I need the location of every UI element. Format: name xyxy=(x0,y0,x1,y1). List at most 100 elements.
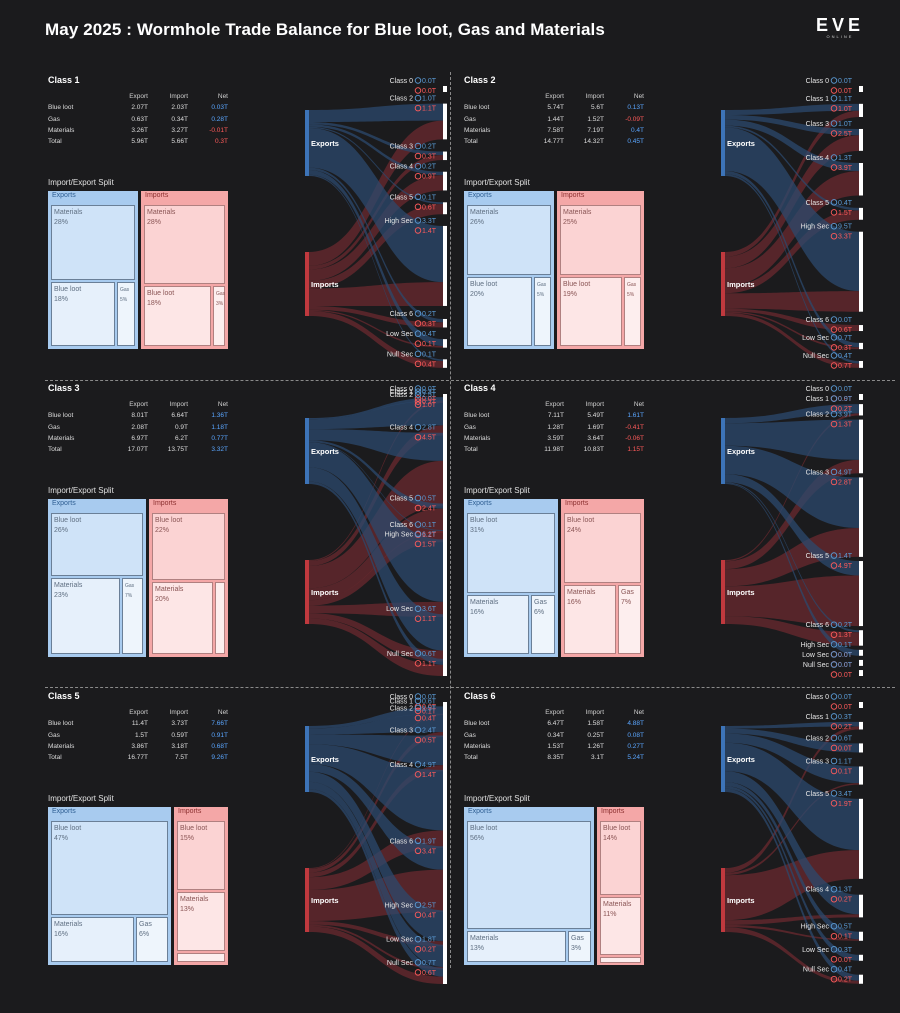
export-marker-icon xyxy=(414,761,422,768)
destination-export-value: 1.0T xyxy=(838,121,853,128)
export-flow xyxy=(725,728,859,753)
destination-name: Low Sec xyxy=(802,652,829,659)
imports-treemap: Imports Blue loot 22% Materials 20% xyxy=(149,499,228,657)
export-flow xyxy=(725,483,859,656)
logo-subtitle: ONLINE xyxy=(826,34,854,39)
import-flow xyxy=(725,616,859,646)
destination-import-value: 0.0T xyxy=(838,704,853,711)
treemap-cell-materials: Materials 16% xyxy=(467,595,529,654)
row-import: 5.66T xyxy=(171,138,188,146)
export-marker-icon xyxy=(830,651,838,658)
destination-export-value: 0.0T xyxy=(838,694,853,701)
row-label: Blue loot xyxy=(48,412,74,420)
destination-node xyxy=(443,359,447,368)
row-label: Gas xyxy=(48,115,60,123)
imports-node xyxy=(305,560,309,624)
destination-name: Class 6 xyxy=(806,317,829,324)
row-export: 11.4T xyxy=(131,720,148,728)
treemap-cell-percent: 6% xyxy=(534,609,545,616)
import-marker-icon xyxy=(414,707,422,715)
treemap-cell-label: Materials xyxy=(470,599,499,606)
export-marker-icon xyxy=(830,922,838,930)
row-net: 1.36T xyxy=(211,412,228,420)
treemap-cell-blue-loot: Blue loot 22% xyxy=(152,513,225,580)
destination-name: Class 1 xyxy=(806,714,829,721)
export-marker-icon xyxy=(414,693,422,700)
treemap-cell-percent: 56% xyxy=(470,835,485,842)
destination-name: Class 0 xyxy=(390,78,413,85)
import-marker-icon xyxy=(414,660,422,667)
destination-export-value: 1.1T xyxy=(838,758,853,765)
export-flow xyxy=(725,170,859,348)
export-marker-icon xyxy=(414,391,422,398)
destination-name: Class 2 xyxy=(390,96,413,103)
row-export: 7.58T xyxy=(547,127,564,135)
trade-table-row: Materials 7.58T 7.19T 0.4T xyxy=(464,125,644,136)
destination-name: Class 4 xyxy=(390,425,413,432)
export-flow xyxy=(309,781,443,967)
import-marker-icon xyxy=(414,714,422,722)
destination-node xyxy=(859,766,863,785)
row-export: 1.44T xyxy=(547,115,564,123)
trade-table-row: Materials 3.86T 3.18T 0.68T xyxy=(48,741,228,752)
import-marker-icon xyxy=(830,744,838,752)
destination-node xyxy=(859,954,863,961)
export-flow xyxy=(725,115,859,136)
treemap-cell-percent: 16% xyxy=(567,599,582,606)
destination-import-value: 0.1T xyxy=(422,708,437,715)
sankey-chart: Exports Imports Class 0 0.0T 0.0T Class 1 1.1T… xyxy=(721,77,863,370)
treemap-cell-label: Gas xyxy=(537,282,547,288)
destination-export-value: 3.4T xyxy=(838,791,853,798)
treemap-cell-gas: Gas 6% xyxy=(136,917,168,962)
treemap-cell-label: Blue loot xyxy=(470,517,498,524)
export-marker-icon xyxy=(414,142,422,150)
destination-export-value: 0.7T xyxy=(838,335,853,342)
destination-export-value: 0.0T xyxy=(838,317,853,324)
treemap-cell-gas xyxy=(600,957,641,963)
treemap-cell-label: Materials xyxy=(563,209,592,216)
treemap-cell-blue-loot: Blue loot 20% xyxy=(467,277,532,346)
destination-export-value: 3.6T xyxy=(422,606,437,613)
export-flow xyxy=(309,400,443,430)
row-label: Gas xyxy=(464,423,476,431)
destination-import-value: 0.4T xyxy=(422,912,437,919)
import-marker-icon xyxy=(830,800,838,807)
header-export: Export xyxy=(545,93,564,101)
import-marker-icon xyxy=(830,671,838,678)
destination-node xyxy=(443,432,447,507)
treemap-cell-percent: 13% xyxy=(470,945,485,952)
export-marker-icon xyxy=(830,641,838,648)
destination-export-value: 0.9T xyxy=(838,396,853,403)
destination-import-value: 1.1T xyxy=(422,532,437,539)
trade-table-row: Total 16.77T 7.5T 9.26T xyxy=(48,752,228,763)
row-export: 2.07T xyxy=(131,104,148,112)
destination-export-value: 1.8T xyxy=(422,937,437,944)
imports-node xyxy=(721,560,725,624)
destination-node xyxy=(443,397,447,403)
destination-node xyxy=(443,735,447,772)
row-export: 8.01T xyxy=(131,412,148,420)
destination-export-value: 0.3T xyxy=(838,947,853,954)
row-label: Materials xyxy=(464,435,491,443)
header-spacer xyxy=(464,91,524,102)
destination-name: High Sec xyxy=(801,924,830,931)
treemap-cell-materials: Materials 20% xyxy=(152,582,213,654)
exports-node-label: Exports xyxy=(311,139,339,148)
header-spacer xyxy=(464,399,524,410)
destination-node xyxy=(443,394,447,400)
trade-table-row: Blue loot 5.74T 5.6T 0.13T xyxy=(464,102,644,113)
treemap-cell-percent: 3% xyxy=(571,945,582,952)
treemap-cell-materials: Materials 26% xyxy=(467,205,551,275)
destination-node xyxy=(859,394,863,400)
row-label: Blue loot xyxy=(464,720,490,728)
treemap-cell-gas: Gas 7% xyxy=(122,578,143,654)
header-spacer xyxy=(48,399,108,410)
trade-table-row: Gas 1.44T 1.52T -0.09T xyxy=(464,114,644,125)
trade-table: Export Import Net Blue loot 2.07T 2.03T 0.03T G… xyxy=(48,91,228,147)
row-import: 3.73T xyxy=(171,720,188,728)
header-net: Net xyxy=(633,709,644,717)
destination-node xyxy=(859,360,863,368)
destination-name: Class 3 xyxy=(806,121,829,128)
trade-table: Export Import Net Blue loot 11.4T 3.73T 7.66T G… xyxy=(48,707,228,763)
treemap-cell-percent: 13% xyxy=(180,906,195,913)
